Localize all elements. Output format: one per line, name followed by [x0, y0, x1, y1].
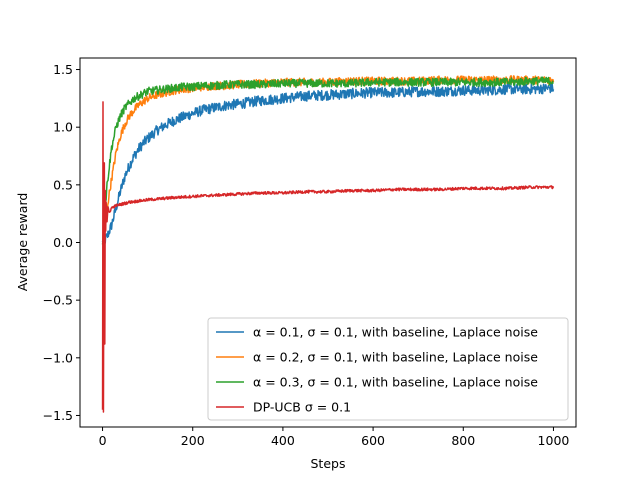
y-axis: −1.5 −1.0 −0.5 0.0 0.5 1.0 1.5 [43, 62, 80, 423]
x-tick-label: 200 [181, 433, 205, 448]
y-axis-label: Average reward [15, 193, 30, 292]
legend-label: α = 0.1, σ = 0.1, with baseline, Laplace… [253, 325, 538, 340]
y-tick-label: 1.5 [53, 62, 73, 77]
x-tick-label: 1000 [538, 433, 570, 448]
x-tick-label: 800 [451, 433, 475, 448]
x-axis-label: Steps [311, 456, 346, 471]
plot-lines [101, 75, 555, 413]
y-tick-label: 0.0 [53, 235, 73, 250]
y-tick-label: 0.5 [53, 177, 73, 192]
series-line-alpha-0-1 [101, 82, 555, 245]
series-line-dp-ucb [101, 101, 555, 413]
x-tick-label: 600 [361, 433, 385, 448]
y-tick-label: −1.5 [43, 408, 73, 423]
y-tick-label: 1.0 [53, 120, 73, 135]
y-tick-label: −0.5 [43, 293, 73, 308]
legend-label: α = 0.3, σ = 0.1, with baseline, Laplace… [253, 375, 538, 390]
series-line-alpha-0-3 [101, 76, 554, 245]
legend-box [207, 317, 569, 421]
x-tick-label: 400 [271, 433, 295, 448]
legend-label: DP-UCB σ = 0.1 [253, 400, 351, 415]
y-tick-label: −1.0 [43, 350, 73, 365]
legend: α = 0.1, σ = 0.1, with baseline, Laplace… [207, 317, 569, 421]
legend-label: α = 0.2, σ = 0.1, with baseline, Laplace… [253, 350, 538, 365]
x-tick-label: 0 [99, 433, 107, 448]
x-axis: 0 200 400 600 800 1000 [99, 427, 570, 448]
